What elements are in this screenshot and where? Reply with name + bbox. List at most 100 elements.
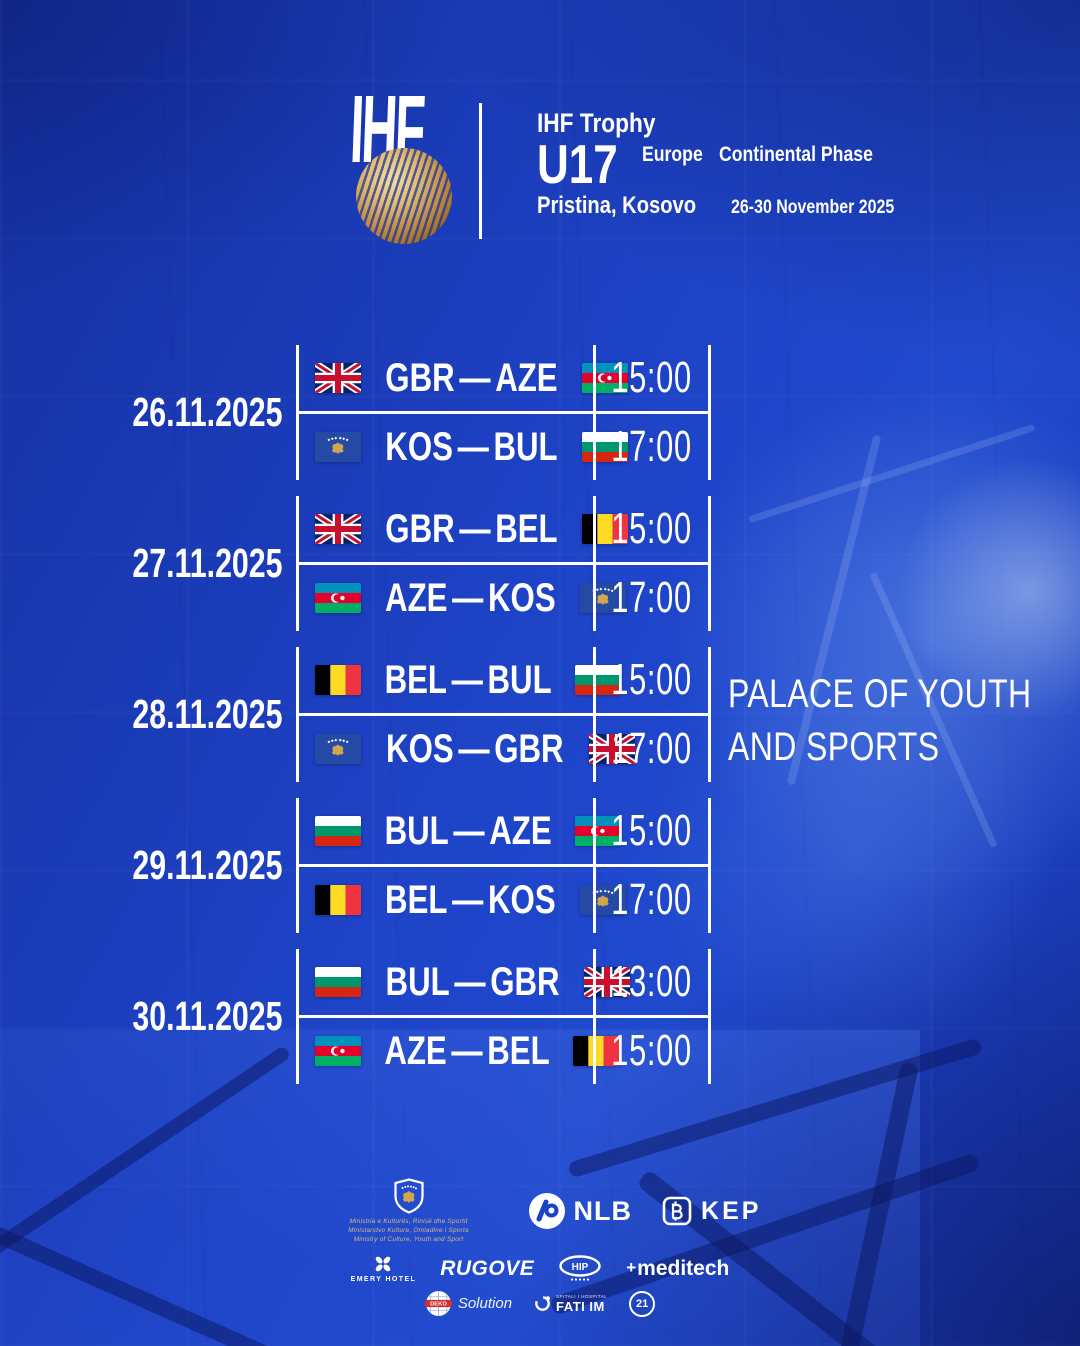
event-date-range: 26-30 November 2025 [730,197,895,219]
match-row: GBR — BEL 15:00 [299,496,708,562]
match-date: 29.11.2025 [131,842,283,888]
home-flag-icon [315,967,361,997]
match-time: 17:00 [611,573,693,622]
deko-solution-wordmark: Solution [457,1295,513,1313]
deko-solution-logo: DEKO Solution [424,1290,513,1317]
meditech-plus-icon: + [626,1257,637,1277]
vs-dash: — [451,1028,483,1073]
event-title-block: IHF Trophy U17 Europe Continental Phase … [537,110,925,218]
away-flag-icon [581,363,628,393]
fati-im-icon [535,1296,550,1312]
home-flag-icon [315,1036,361,1066]
meditech-wordmark: meditech [637,1256,730,1280]
match-time: 13:00 [611,957,693,1006]
rugove-logo: RUGOVE [440,1256,535,1280]
home-flag-icon [315,363,361,393]
net-photo-glow [650,360,1080,920]
match-row: BEL — BUL 15:00 [299,647,708,713]
svg-text:HIP: HIP [572,1262,589,1273]
row-divider [299,411,708,414]
vs-dash: — [452,877,484,922]
event-region: Europe Continental Phase [641,143,902,166]
match-teams: BEL — BUL [384,657,552,702]
header-divider [479,103,482,239]
away-flag-icon [581,432,628,462]
schedule-day-group: 29.11.2025 BUL — AZE 15:00 BEL — KOS [118,798,711,933]
event-title: IHF Trophy [537,108,656,138]
match-row: AZE — BEL 15:00 [299,1018,708,1084]
fati-im-wordmark: FATI IM [556,1299,605,1315]
schedule-day-group: 26.11.2025 GBR — AZE 15:00 KOS — BUL [118,345,711,480]
match-row: KOS — GBR 17:00 [299,716,708,782]
match-teams: GBR — BEL [385,506,558,551]
match-date: 27.11.2025 [131,540,283,586]
fati-im-subtitle: SPITALI I HOSPITAL [556,1293,608,1299]
match-teams: GBR — AZE [385,355,558,400]
match-time: 15:00 [611,353,693,402]
kosovo-ministry-shield-icon [393,1178,424,1214]
hip-oval-icon: HIP [559,1255,601,1281]
home-flag-icon [315,885,361,915]
sponsor-strip: Ministria e Kulturës, Rinisë dhe Sportit… [0,1178,1080,1317]
away-flag-icon [575,665,622,695]
match-teams: KOS — BUL [385,424,558,469]
match-teams: AZE — KOS [385,575,556,620]
vs-dash: — [451,657,483,702]
c21-logo: 21 [629,1290,656,1317]
match-teams: BUL — GBR [385,959,560,1004]
match-teams: BEL — KOS [385,877,556,922]
away-flag-icon [584,967,631,997]
vs-dash: — [453,808,485,853]
match-time: 15:00 [611,504,693,553]
venue-line1: PALACE OF YOUTH [728,672,1032,716]
event-region-line1: Europe [641,143,703,166]
match-time: 17:00 [611,422,693,471]
home-flag-icon [315,432,361,462]
row-divider [299,713,708,716]
event-location: Pristina, Kosovo [537,192,697,220]
away-flag-icon [579,583,626,613]
ihf-handball-globe-icon [356,148,452,244]
away-flag-icon [573,1036,619,1066]
fati-im-logo: SPITALI I HOSPITAL FATI IM [534,1293,608,1315]
match-date: 26.11.2025 [131,389,283,435]
match-teams: BUL — AZE [384,808,552,853]
event-region-line2: Continental Phase [718,143,873,166]
match-row: BEL — KOS 17:00 [299,867,708,933]
match-time: 15:00 [611,655,693,704]
home-flag-icon [315,583,361,613]
ministry-name-english: Ministry of Culture, Youth and Sport [353,1235,464,1243]
emery-hotel-logo: EMERY HOTEL [351,1254,417,1283]
venue-line2: AND SPORTS [728,724,940,769]
vs-dash: — [454,959,486,1004]
match-row: GBR — AZE 15:00 [299,345,708,411]
schedule-day-group: 28.11.2025 BEL — BUL 15:00 KOS — GBR [118,647,711,782]
match-time: 17:00 [611,875,693,924]
match-time: 17:00 [611,724,693,773]
away-flag-icon [579,885,626,915]
emery-wordmark: EMERY HOTEL [350,1276,417,1284]
hip-logo: HIP [558,1255,602,1282]
match-schedule: 26.11.2025 GBR — AZE 15:00 KOS — BUL [118,345,711,1100]
event-category: U17 [537,133,618,195]
vs-dash: — [452,575,484,620]
match-teams: KOS — GBR [386,726,564,771]
match-time: 15:00 [611,1026,693,1075]
vs-dash: — [459,506,491,551]
svg-text:DEKO: DEKO [430,1302,447,1308]
vs-dash: — [459,355,491,400]
row-divider [299,1015,708,1018]
kep-wordmark: KEP [701,1196,762,1225]
meditech-logo: +meditech [626,1257,729,1281]
nlb-wordmark: NLB [573,1195,633,1226]
away-flag-icon [575,816,622,846]
deko-globe-icon: DEKO [424,1291,452,1317]
emery-petal-icon [376,1257,391,1272]
ministry-name-serbian: Ministarstvo Kulture, Omladine i Sporta [348,1226,469,1234]
row-divider [299,562,708,565]
kep-b-icon [662,1196,692,1226]
vs-dash: — [458,726,490,771]
venue-name: PALACE OF YOUTH AND SPORTS [728,668,1080,774]
match-row: KOS — BUL 17:00 [299,414,708,480]
